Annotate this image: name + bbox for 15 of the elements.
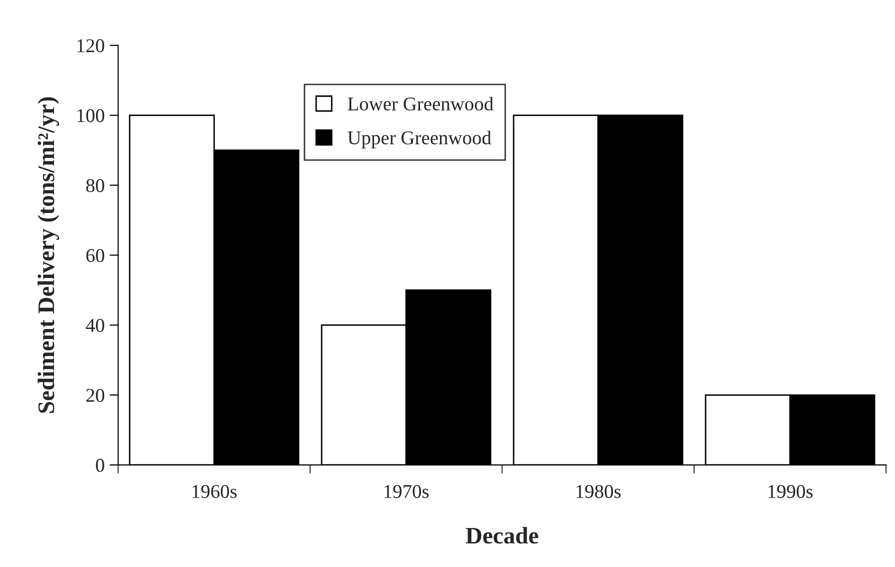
- y-tick-label: 20: [86, 388, 104, 402]
- x-tick-label: 1980s: [576, 484, 621, 498]
- y-tick-label: 100: [77, 109, 104, 122]
- y-axis-title: Sediment Delivery (tons/mi²/yr): [38, 97, 60, 413]
- y-tick-label: 80: [86, 179, 104, 192]
- y-tick-label: 40: [86, 318, 104, 332]
- x-tick-label: 1990s: [768, 484, 813, 498]
- y-tick-label: 120: [77, 39, 104, 52]
- y-tick-label: 0: [96, 458, 104, 472]
- x-tick-label: 1970s: [384, 484, 429, 498]
- legend-label: Upper Greenwood: [348, 130, 492, 148]
- y-tick-label: 60: [86, 248, 104, 262]
- x-tick-label: 1960s: [192, 484, 237, 498]
- x-axis-title: Decade: [466, 527, 538, 544]
- legend-label: Lower Greenwood: [348, 96, 494, 111]
